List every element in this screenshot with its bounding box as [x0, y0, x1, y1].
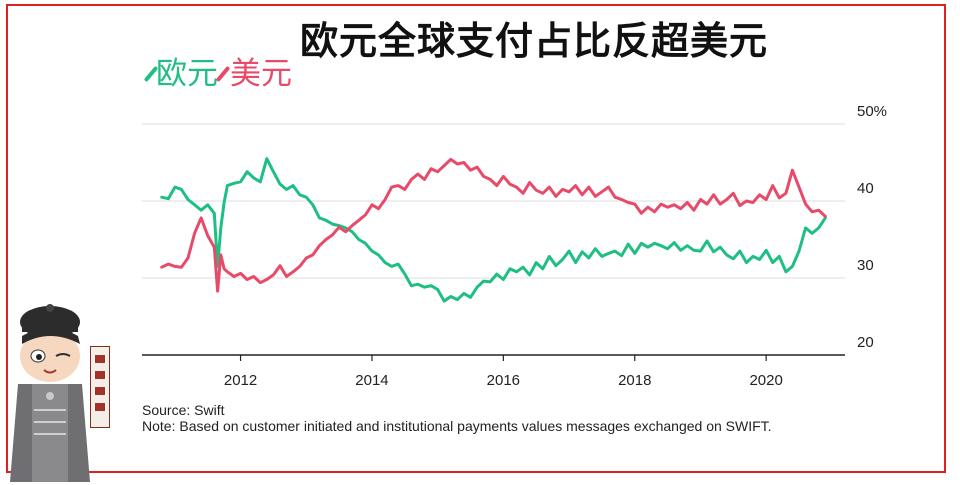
y-tick-label: 40 — [857, 180, 874, 197]
x-tick-label: 2014 — [355, 372, 388, 389]
usd-legend-label: 美元 — [230, 56, 292, 92]
y-tick-label: 50% — [857, 103, 887, 120]
x-tick-label: 2012 — [224, 372, 257, 389]
euro-series-line — [160, 157, 827, 303]
y-tick-label: 20 — [857, 334, 874, 351]
usd-series-line — [160, 157, 827, 293]
x-tick-label: 2018 — [618, 372, 651, 389]
euro-legend-label: 欧元 — [156, 56, 218, 92]
x-tick-label: 2016 — [487, 372, 520, 389]
red-frame — [6, 4, 946, 473]
cartoon-mascot-avatar — [10, 304, 90, 482]
note-text: Note: Based on customer initiated and in… — [142, 418, 772, 434]
page-title: 欧元全球支付占比反超美元 — [300, 19, 769, 63]
x-tick-label: 2020 — [749, 372, 782, 389]
y-tick-label: 30 — [857, 257, 874, 274]
source-text: Source: Swift — [142, 402, 225, 418]
stamp-banner — [90, 346, 110, 428]
